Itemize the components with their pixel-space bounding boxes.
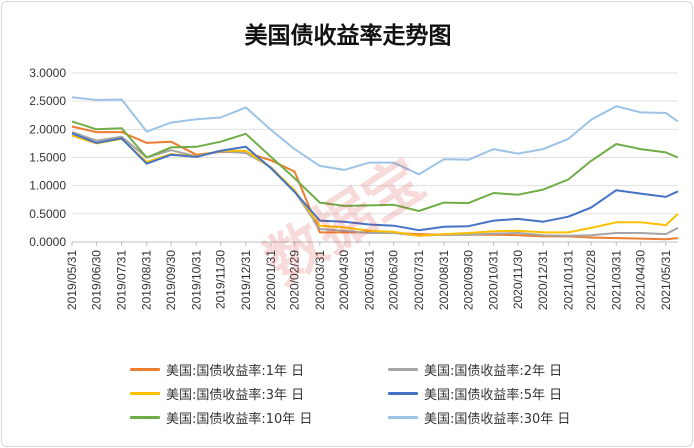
- y-tick-label: 1.0000: [29, 179, 66, 193]
- legend-swatch: [130, 416, 160, 419]
- x-tick-label: 2020/04/30: [337, 250, 351, 310]
- legend-label: 美国:国债收益率:30年 日: [424, 412, 571, 427]
- x-tick-label: 2020/01/31: [264, 250, 278, 310]
- legend-item: 美国:国债收益率:5年 日: [388, 384, 646, 403]
- series-line-5: [71, 96, 679, 176]
- series-line-4: [71, 120, 679, 212]
- legend-swatch: [130, 392, 160, 395]
- legend-swatch: [388, 368, 418, 371]
- legend-item: 美国:国债收益率:3年 日: [130, 384, 388, 403]
- legend-label: 美国:国债收益率:3年 日: [166, 388, 305, 403]
- x-tick-label: 2021/04/30: [634, 250, 648, 310]
- y-tick-label: 0.0000: [29, 235, 66, 249]
- x-tick-label: 2021/05/31: [659, 250, 673, 310]
- x-tick-label: 2021/03/31: [609, 250, 623, 310]
- x-tick-label: 2020/08/31: [437, 250, 451, 310]
- chart-title: 美国债收益率走势图: [244, 23, 452, 49]
- x-tick-label: 2021/01/31: [561, 250, 575, 310]
- series-line-3: [71, 132, 679, 232]
- legend-item: 美国:国债收益率:2年 日: [388, 360, 646, 379]
- legend-label: 美国:国债收益率:1年 日: [166, 364, 305, 379]
- x-tick-label: 2020/06/30: [387, 250, 401, 310]
- legend-label: 美国:国债收益率:2年 日: [424, 364, 563, 379]
- x-tick-label: 2020/03/31: [313, 250, 327, 310]
- y-tick-label: 1.5000: [29, 151, 66, 165]
- y-tick-label: 2.5000: [29, 94, 66, 108]
- legend-swatch: [130, 368, 160, 371]
- legend-item: 美国:国债收益率:1年 日: [130, 360, 388, 379]
- y-tick-label: 0.5000: [29, 207, 66, 221]
- series-line-1: [71, 131, 679, 237]
- legend-item: 美国:国债收益率:30年 日: [388, 408, 646, 427]
- x-tick-label: 2020/02/29: [288, 250, 302, 310]
- x-tick-label: 2019/07/31: [115, 250, 129, 310]
- x-tick-label: 2019/12/31: [239, 250, 253, 310]
- series-line-0: [71, 125, 679, 241]
- x-tick-label: 2019/10/31: [189, 250, 203, 310]
- x-tick-label: 2020/05/31: [362, 250, 376, 310]
- y-tick-label: 3.0000: [29, 66, 66, 80]
- x-tick-label: 2020/09/30: [461, 250, 475, 310]
- x-tick-label: 2019/08/31: [140, 250, 154, 310]
- x-tick-label: 2021/02/28: [584, 250, 598, 310]
- legend-item: 美国:国债收益率:10年 日: [130, 408, 388, 427]
- legend-label: 美国:国债收益率:10年 日: [166, 412, 313, 427]
- x-tick-label: 2019/06/30: [89, 250, 103, 310]
- chart-legend: 美国:国债收益率:1年 日美国:国债收益率:2年 日美国:国债收益率:3年 日美…: [130, 360, 690, 427]
- x-tick-label: 2020/12/31: [536, 250, 550, 310]
- legend-swatch: [388, 416, 418, 419]
- x-tick-label: 2019/05/31: [65, 250, 79, 310]
- x-tick-label: 2019/09/30: [164, 250, 178, 310]
- x-tick-label: 2020/11/30: [511, 250, 525, 309]
- x-tick-label: 2020/07/31: [412, 250, 426, 310]
- legend-label: 美国:国债收益率:5年 日: [424, 388, 563, 403]
- y-tick-label: 2.0000: [29, 122, 66, 136]
- x-tick-label: 2020/10/31: [487, 250, 501, 310]
- x-tick-label: 2019/11/30: [214, 250, 228, 309]
- legend-swatch: [388, 392, 418, 395]
